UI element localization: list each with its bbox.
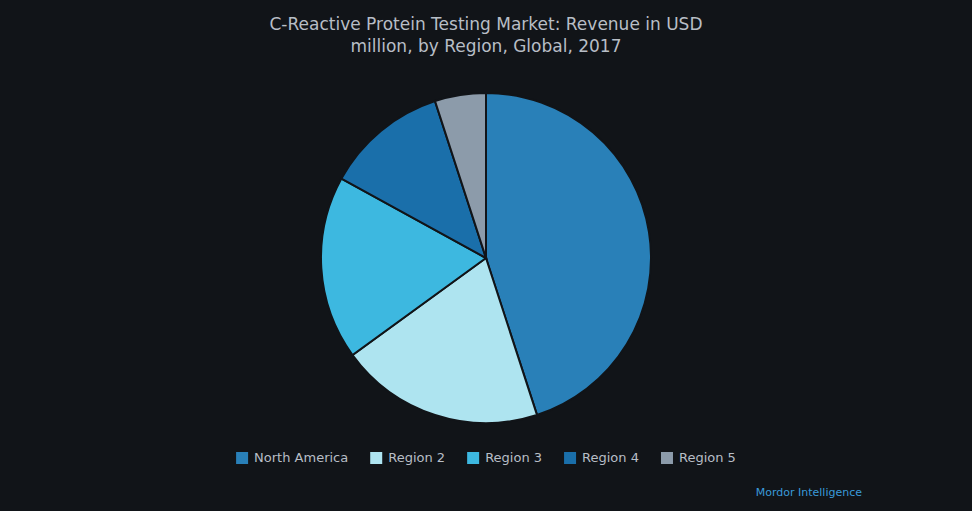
legend-item: Region 4 bbox=[564, 450, 639, 465]
legend-label: North America bbox=[254, 450, 348, 465]
legend-label: Region 5 bbox=[679, 450, 736, 465]
legend-label: Region 2 bbox=[388, 450, 445, 465]
legend-swatch bbox=[661, 452, 673, 464]
legend-swatch bbox=[467, 452, 479, 464]
title: C-Reactive Protein Testing Market: Reven… bbox=[270, 14, 703, 56]
chart: C-Reactive Protein Testing Market: Reven… bbox=[0, 0, 972, 511]
title-line: million, by Region, Global, 2017 bbox=[351, 36, 622, 56]
legend: North America Region 2 Region 3 Region 4 Reg… bbox=[236, 450, 736, 465]
legend-label: Region 3 bbox=[485, 450, 542, 465]
background bbox=[0, 0, 972, 511]
legend-item: Region 3 bbox=[467, 450, 542, 465]
legend-label: Region 4 bbox=[582, 450, 639, 465]
pie-slice bbox=[435, 93, 486, 258]
title-line: C-Reactive Protein Testing Market: Reven… bbox=[270, 14, 703, 34]
chart-container: C-Reactive Protein Testing Market: Reven… bbox=[0, 0, 972, 511]
legend-item: Region 2 bbox=[370, 450, 445, 465]
annotation: Mordor Intelligence bbox=[756, 486, 863, 499]
legend-item: Region 5 bbox=[661, 450, 736, 465]
pie bbox=[321, 93, 651, 423]
legend-swatch bbox=[370, 452, 382, 464]
legend-swatch bbox=[236, 452, 248, 464]
legend-item: North America bbox=[236, 450, 348, 465]
legend-swatch bbox=[564, 452, 576, 464]
